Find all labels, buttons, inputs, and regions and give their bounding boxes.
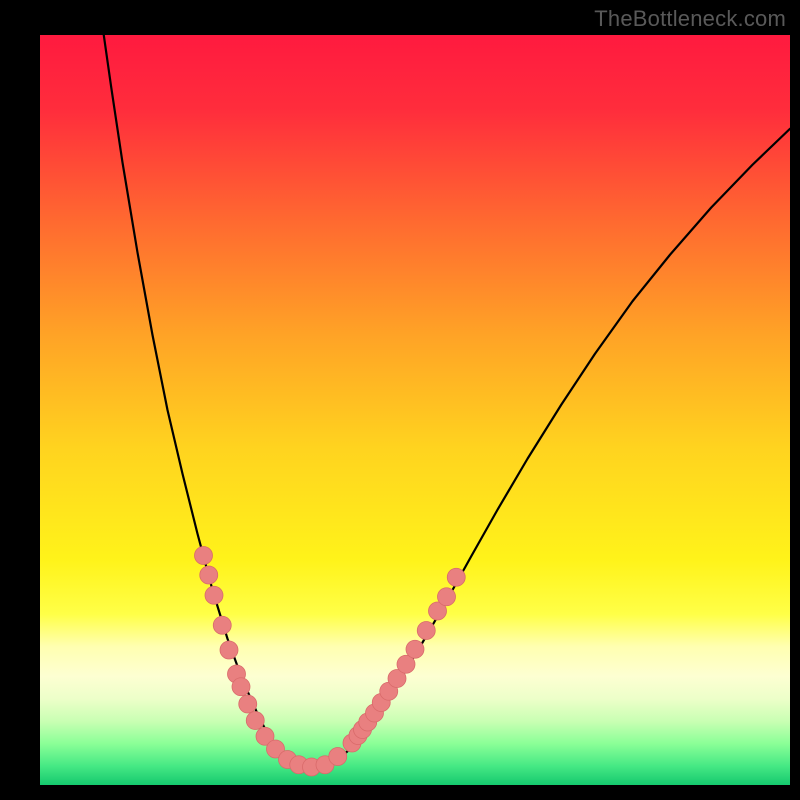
marker-point [438,588,456,606]
marker-point [406,640,424,658]
gradient-background [40,35,790,785]
marker-point [232,678,250,696]
marker-point [205,586,223,604]
bottleneck-curve-chart [40,35,790,785]
marker-point [213,616,231,634]
marker-point [329,748,347,766]
marker-point [246,712,264,730]
plot-area [40,35,790,785]
marker-point [447,568,465,586]
marker-point [200,566,218,584]
chart-container: TheBottleneck.com [0,0,800,800]
marker-point [195,547,213,565]
marker-point [220,641,238,659]
marker-point [417,622,435,640]
watermark-text: TheBottleneck.com [594,6,786,32]
marker-point [239,695,257,713]
